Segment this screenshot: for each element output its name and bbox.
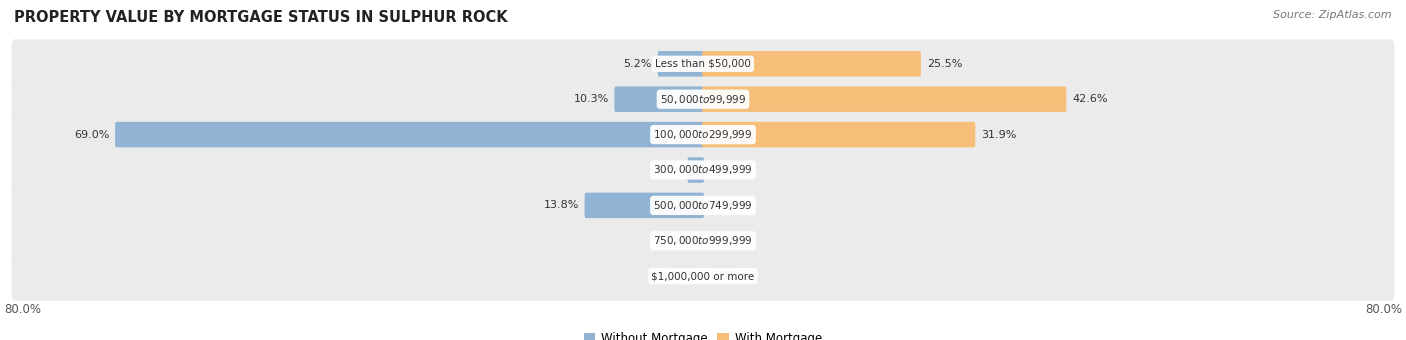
FancyBboxPatch shape xyxy=(11,39,1395,88)
Text: $50,000 to $99,999: $50,000 to $99,999 xyxy=(659,93,747,106)
FancyBboxPatch shape xyxy=(702,122,976,147)
Text: 0.0%: 0.0% xyxy=(668,236,696,246)
FancyBboxPatch shape xyxy=(11,252,1395,301)
FancyBboxPatch shape xyxy=(11,146,1395,194)
Text: 69.0%: 69.0% xyxy=(75,130,110,140)
Text: 5.2%: 5.2% xyxy=(624,59,652,69)
FancyBboxPatch shape xyxy=(688,157,704,183)
Text: $1,000,000 or more: $1,000,000 or more xyxy=(651,271,755,281)
Text: 0.0%: 0.0% xyxy=(668,271,696,281)
FancyBboxPatch shape xyxy=(11,110,1395,159)
Text: Source: ZipAtlas.com: Source: ZipAtlas.com xyxy=(1274,10,1392,20)
Text: 10.3%: 10.3% xyxy=(574,94,609,104)
Text: $100,000 to $299,999: $100,000 to $299,999 xyxy=(654,128,752,141)
Text: $300,000 to $499,999: $300,000 to $499,999 xyxy=(654,164,752,176)
FancyBboxPatch shape xyxy=(702,51,921,76)
FancyBboxPatch shape xyxy=(585,193,704,218)
FancyBboxPatch shape xyxy=(614,86,704,112)
Text: 42.6%: 42.6% xyxy=(1073,94,1108,104)
FancyBboxPatch shape xyxy=(658,51,704,76)
FancyBboxPatch shape xyxy=(702,86,1066,112)
FancyBboxPatch shape xyxy=(11,181,1395,230)
FancyBboxPatch shape xyxy=(115,122,704,147)
FancyBboxPatch shape xyxy=(11,216,1395,265)
Text: $500,000 to $749,999: $500,000 to $749,999 xyxy=(654,199,752,212)
Text: 1.7%: 1.7% xyxy=(654,165,682,175)
Text: $750,000 to $999,999: $750,000 to $999,999 xyxy=(654,234,752,247)
Text: 31.9%: 31.9% xyxy=(981,130,1017,140)
Text: PROPERTY VALUE BY MORTGAGE STATUS IN SULPHUR ROCK: PROPERTY VALUE BY MORTGAGE STATUS IN SUL… xyxy=(14,10,508,25)
Text: 0.0%: 0.0% xyxy=(710,271,738,281)
Text: Less than $50,000: Less than $50,000 xyxy=(655,59,751,69)
Text: 25.5%: 25.5% xyxy=(927,59,962,69)
Text: 0.0%: 0.0% xyxy=(710,165,738,175)
FancyBboxPatch shape xyxy=(11,75,1395,124)
Legend: Without Mortgage, With Mortgage: Without Mortgage, With Mortgage xyxy=(579,328,827,340)
Text: 0.0%: 0.0% xyxy=(710,200,738,210)
Text: 0.0%: 0.0% xyxy=(710,236,738,246)
Text: 13.8%: 13.8% xyxy=(544,200,579,210)
